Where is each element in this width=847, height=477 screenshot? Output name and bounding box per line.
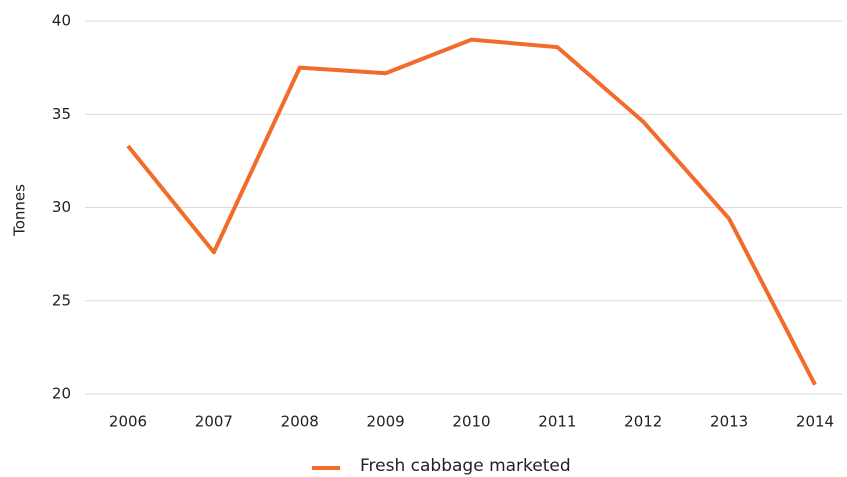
y-tick-label: 40 (52, 12, 71, 30)
x-tick-label: 2012 (624, 413, 662, 431)
x-tick-label: 2014 (796, 413, 834, 431)
data-line (126, 37, 817, 386)
x-tick-label: 2011 (538, 413, 576, 431)
x-tick-label: 2010 (452, 413, 490, 431)
y-tick-label: 35 (52, 105, 71, 123)
x-tick-label: 2009 (367, 413, 405, 431)
y-tick-label: 30 (52, 198, 71, 216)
x-tick-label: 2008 (281, 413, 319, 431)
legend-label: Fresh cabbage marketed (360, 456, 571, 476)
y-axis-label: Tonnes (11, 184, 29, 237)
x-tick-label: 2007 (195, 413, 233, 431)
x-tick-label: 2006 (109, 413, 147, 431)
x-tick-label: 2013 (710, 413, 748, 431)
y-tick-label: 25 (52, 291, 71, 309)
y-tick-label: 20 (52, 385, 71, 403)
